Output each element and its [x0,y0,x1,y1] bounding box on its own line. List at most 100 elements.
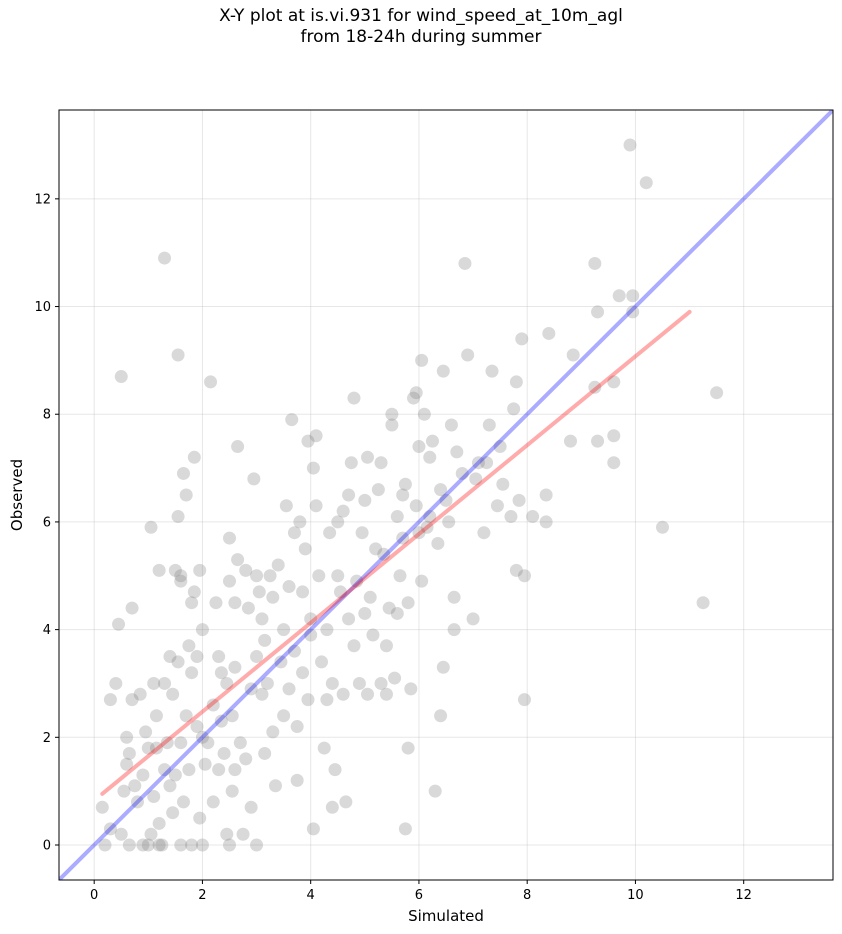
data-point [193,563,207,577]
data-point [344,456,358,470]
y-tick-label: 0 [43,839,51,854]
data-point [193,811,207,825]
data-point [355,526,369,540]
data-point [182,639,196,653]
data-point [309,499,323,513]
data-point [382,601,396,615]
data-point [147,676,161,690]
data-point [439,493,453,507]
chart-title-block: X-Y plot at is.vi.931 for wind_speed_at_… [0,6,842,48]
chart-title: X-Y plot at is.vi.931 for wind_speed_at_… [219,6,623,26]
data-point [206,698,220,712]
data-point [212,763,226,777]
data-point [317,741,331,755]
data-point [469,472,483,486]
data-point [225,784,239,798]
data-point [369,542,383,556]
x-tick-label: 6 [415,888,423,903]
data-point [130,795,144,809]
data-point [431,536,445,550]
data-point [185,596,199,610]
data-point [228,763,242,777]
data-point [490,499,504,513]
data-point [174,838,188,852]
data-point [171,348,185,362]
data-point [656,520,670,534]
data-point [306,822,320,836]
data-point [517,693,531,707]
data-point [114,827,128,841]
data-point [342,612,356,626]
data-point [239,752,253,766]
data-point [385,407,399,421]
data-point [271,558,285,572]
data-point [185,838,199,852]
data-point [325,676,339,690]
data-point [517,569,531,583]
data-point [361,687,375,701]
data-point [415,574,429,588]
data-point [482,418,496,432]
reference-lines [59,110,833,880]
data-point [228,660,242,674]
data-point [566,348,580,362]
data-point [190,650,204,664]
data-point [255,687,269,701]
data-point [120,757,134,771]
data-point [252,585,266,599]
y-tick-label: 12 [34,192,51,207]
data-point [250,838,264,852]
data-point [214,666,228,680]
data-point [434,709,448,723]
data-point [696,596,710,610]
data-point [612,289,626,303]
data-point [350,574,364,588]
data-point [231,553,245,567]
data-point [423,450,437,464]
data-point [401,596,415,610]
data-point [274,655,288,669]
data-point [174,574,188,588]
data-point [220,676,234,690]
plot-frame [58,109,834,881]
data-point [214,714,228,728]
data-point [103,822,117,836]
data-point [306,461,320,475]
data-point [309,429,323,443]
data-point [374,676,388,690]
data-point [447,590,461,604]
data-point [396,488,410,502]
data-point [471,456,485,470]
data-point [412,440,426,454]
data-point [166,806,180,820]
data-point [401,741,415,755]
y-tick-label: 2 [43,731,51,746]
data-point [163,779,177,793]
data-point [198,757,212,771]
chart-subtitle: from 18-24h during summer [300,27,542,47]
data-point [328,763,342,777]
data-point [114,370,128,384]
data-point [336,687,350,701]
data-point [377,547,391,561]
data-point [371,483,385,497]
data-point [526,510,540,524]
data-point [125,601,139,615]
data-point [287,644,301,658]
data-point [412,526,426,540]
data-point [623,138,637,152]
data-point [425,434,439,448]
data-point [179,709,193,723]
data-point [195,838,209,852]
x-tick-label: 8 [523,888,531,903]
data-point [171,655,185,669]
data-points [95,138,724,852]
data-point [393,569,407,583]
data-point [204,375,218,389]
data-point [347,639,361,653]
data-point [296,585,310,599]
data-point [149,741,163,755]
data-point [504,510,518,524]
data-point [296,666,310,680]
